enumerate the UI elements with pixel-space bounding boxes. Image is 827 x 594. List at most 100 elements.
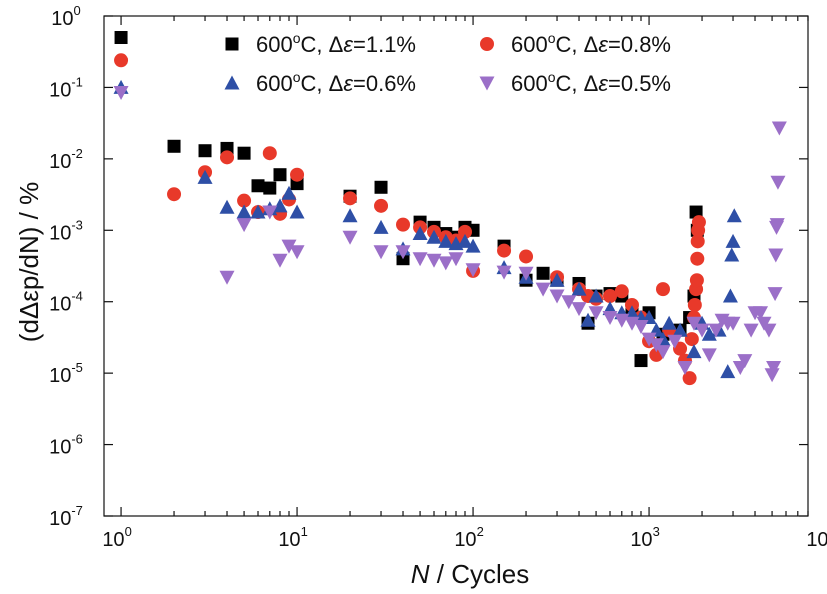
- legend-label-amplitude: =0.6%: [353, 71, 416, 96]
- data-point: [614, 284, 629, 299]
- data-points: [113, 31, 787, 386]
- data-point: [708, 323, 724, 338]
- y-tick-label: 10-6: [49, 432, 83, 459]
- y-tick-base: 10: [51, 8, 73, 30]
- y-tick-label: 10-4: [49, 289, 83, 316]
- data-point: [549, 272, 565, 287]
- x-tick-exponent: 0: [125, 524, 132, 539]
- data-point: [580, 312, 596, 327]
- y-tick-exponent: -7: [71, 503, 83, 518]
- data-point: [412, 252, 428, 267]
- legend-label-amplitude: =0.5%: [608, 71, 671, 96]
- data-point: [701, 348, 717, 363]
- y-tick-base: 10: [49, 294, 71, 316]
- legend-label-epsilon: ε: [343, 32, 353, 57]
- data-point: [655, 345, 671, 360]
- data-point: [167, 187, 182, 202]
- data-point: [687, 297, 702, 312]
- data-point: [588, 306, 604, 321]
- y-axis-title: (dΔεp/dN) / %: [14, 182, 44, 342]
- x-axis-title-rest: / Cycles: [430, 559, 530, 589]
- legend-label: 600oC, Δε=0.6%: [256, 69, 416, 96]
- data-point: [281, 185, 297, 200]
- data-point: [766, 360, 782, 375]
- data-point: [661, 315, 677, 330]
- data-point: [374, 198, 389, 213]
- y-tick-label: 10-7: [49, 503, 83, 530]
- data-point: [641, 332, 657, 347]
- y-tick-base: 10: [49, 222, 71, 244]
- data-point: [167, 139, 181, 153]
- data-point: [571, 281, 587, 296]
- data-point: [220, 150, 235, 165]
- data-point: [289, 245, 305, 260]
- data-point: [289, 204, 305, 219]
- legend-label-unit: C, Δ: [301, 71, 344, 96]
- legend-label-amplitude: =0.8%: [608, 32, 671, 57]
- data-point: [273, 168, 287, 182]
- x-tick-label: 101: [278, 524, 307, 551]
- data-point: [272, 253, 288, 268]
- x-tick-base: 10: [454, 529, 476, 551]
- data-point: [395, 245, 411, 260]
- data-point: [263, 181, 277, 195]
- y-tick-exponent: -3: [71, 217, 83, 232]
- data-point: [281, 239, 297, 254]
- data-point: [761, 323, 777, 338]
- data-point: [722, 288, 738, 303]
- legend-label: 600oC, Δε=0.8%: [511, 30, 671, 57]
- data-point: [426, 229, 442, 244]
- legend-label-epsilon: ε: [598, 32, 608, 57]
- data-point: [625, 297, 639, 312]
- data-point: [725, 316, 741, 331]
- series-4: [113, 85, 787, 383]
- data-point: [672, 322, 688, 337]
- data-point: [198, 144, 212, 158]
- data-point: [197, 169, 213, 184]
- data-point: [686, 344, 702, 359]
- data-point: [374, 180, 388, 194]
- data-point: [237, 193, 252, 208]
- legend-marker: [224, 75, 240, 90]
- data-point: [219, 199, 235, 214]
- data-point: [686, 316, 702, 331]
- data-point: [726, 208, 742, 223]
- data-point: [691, 215, 706, 230]
- data-point: [272, 198, 288, 213]
- data-point: [561, 295, 577, 310]
- data-point: [457, 233, 473, 248]
- data-point: [743, 323, 759, 338]
- y-tick-label: 10-1: [49, 74, 83, 101]
- x-tick-base: 10: [278, 529, 300, 551]
- x-tick-base: 10: [630, 529, 652, 551]
- x-tick-exponent: 3: [653, 524, 660, 539]
- x-axis-title-italic: N: [411, 559, 430, 589]
- data-point: [448, 252, 464, 267]
- y-tick-label: 10-2: [49, 146, 83, 173]
- legend-label-epsilon: ε: [598, 71, 608, 96]
- legend-label-unit: C, Δ: [301, 32, 344, 57]
- data-point: [343, 191, 358, 206]
- y-tick-base: 10: [49, 79, 71, 101]
- data-point: [684, 332, 699, 347]
- y-tick-label: 10-5: [49, 360, 83, 387]
- data-point: [770, 175, 786, 190]
- data-point: [396, 217, 411, 232]
- data-point: [412, 226, 428, 241]
- x-tick-label: 104: [806, 524, 827, 551]
- data-point: [768, 248, 784, 263]
- legend-label-value: 600: [256, 71, 293, 96]
- legend-label-degree: o: [293, 69, 301, 85]
- data-point: [724, 247, 740, 262]
- data-point: [236, 204, 252, 219]
- y-tick-base: 10: [49, 437, 71, 459]
- legend-marker: [480, 37, 494, 51]
- data-point: [571, 302, 587, 317]
- data-point: [237, 146, 251, 160]
- data-point: [262, 205, 278, 220]
- legend-label: 600oC, Δε=0.5%: [511, 69, 671, 96]
- x-tick-exponent: 1: [301, 524, 308, 539]
- data-point: [633, 319, 649, 334]
- x-axis-title: N / Cycles: [411, 559, 529, 589]
